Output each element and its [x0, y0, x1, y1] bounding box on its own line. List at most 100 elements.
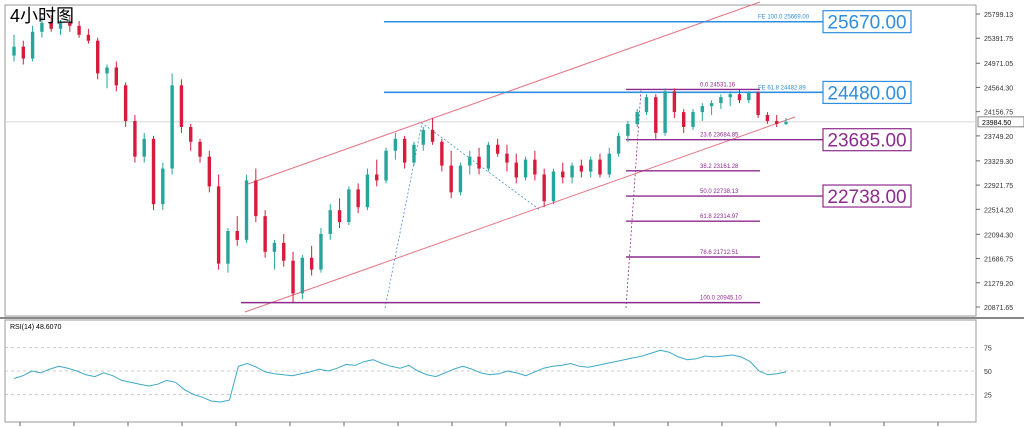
candle-body — [551, 171, 556, 202]
fe-level-label: FE 100.0 25669.00 — [758, 15, 810, 21]
candle-body — [570, 165, 574, 178]
candle-body — [309, 257, 314, 270]
candle-body — [263, 216, 267, 252]
fib-level-label: 61.8 22314.97 — [700, 214, 739, 220]
candle-body — [254, 180, 258, 217]
level-label-text: 22738.00 — [827, 187, 906, 208]
candle-body — [282, 242, 286, 261]
candle-body — [681, 112, 686, 127]
candle-body — [542, 174, 546, 202]
candle-body — [375, 174, 379, 181]
candle-body — [709, 103, 714, 107]
candle-body — [607, 153, 611, 175]
candle-body — [96, 40, 100, 74]
price-tick-label: 24971.05 — [984, 61, 1013, 68]
fib-dotted-line — [625, 89, 642, 309]
candle-body — [319, 233, 323, 270]
candle-body — [561, 171, 565, 178]
candle-body — [337, 210, 342, 223]
candle-body — [226, 230, 230, 264]
price-tick-label: 20871.65 — [984, 305, 1013, 312]
level-label-box — [822, 184, 912, 208]
candle-body — [421, 129, 425, 145]
candle-body — [300, 257, 305, 294]
channel-lower-line — [244, 116, 796, 313]
candle-body — [123, 85, 128, 121]
rsi-level-label: 75 — [984, 346, 992, 353]
candle-body — [170, 85, 174, 169]
candle-body — [514, 162, 518, 178]
candle-body — [356, 189, 360, 208]
candle-body — [440, 141, 444, 166]
candle-body — [691, 112, 695, 127]
channel-upper-line — [244, 1, 761, 186]
candle-body — [272, 242, 277, 252]
fib-level-label: 0.0 24531.16 — [700, 82, 736, 88]
candle-body — [523, 159, 528, 178]
candle-body — [179, 85, 184, 127]
candle-body — [765, 115, 770, 121]
candle-body — [412, 144, 416, 163]
candle-body — [40, 22, 44, 32]
candle-body — [30, 31, 35, 59]
rsi-line — [13, 349, 787, 403]
candle-body — [495, 144, 500, 154]
candle-body — [58, 22, 63, 29]
swing-dotted-line — [384, 122, 541, 309]
candle-body — [737, 94, 742, 101]
price-tick-label: 23749.20 — [984, 134, 1013, 141]
candle-body — [161, 168, 165, 205]
candle-body — [449, 165, 453, 193]
price-tick-label: 23329.30 — [984, 159, 1013, 166]
candle-body — [328, 210, 332, 234]
rsi-level-label: 25 — [984, 393, 992, 400]
candle-body — [635, 112, 639, 124]
chart-title: 4小时图 — [10, 6, 74, 26]
price-tick-label: 22094.30 — [984, 232, 1013, 239]
level-label-text: 25670.00 — [827, 13, 906, 34]
candle-body — [505, 153, 509, 163]
candle-body — [151, 138, 156, 205]
candle-body — [616, 135, 621, 154]
candle-body — [86, 34, 91, 41]
fib-level-label: 100.0 20945.10 — [700, 296, 742, 302]
candle-body — [430, 129, 435, 142]
candle-body — [700, 106, 704, 113]
candle-body — [114, 67, 119, 86]
price-tick-label: 21686.75 — [984, 257, 1013, 264]
price-tick-label: 25799.13 — [984, 12, 1013, 19]
rsi-label: RSI(14) 48.6070 — [10, 324, 61, 331]
candle-body — [468, 156, 472, 166]
candle-body — [402, 138, 407, 163]
candle-body — [216, 186, 221, 264]
rsi-level-label: 50 — [984, 369, 992, 376]
level-label-box — [822, 10, 912, 34]
level-label-box — [822, 128, 912, 152]
candle-body — [105, 67, 109, 74]
fib-level-label: 38.2 23161.28 — [700, 164, 739, 170]
candle-body — [774, 120, 779, 124]
fib-level-label: 50.0 22738.13 — [700, 189, 739, 195]
price-tick-label: 25391.75 — [984, 36, 1013, 43]
candle-body — [486, 144, 491, 169]
candle-body — [719, 97, 723, 104]
candle-body — [533, 159, 537, 175]
candle-body — [365, 174, 370, 208]
candle-body — [198, 141, 202, 157]
candle-body — [21, 46, 26, 59]
price-tick-label: 21279.20 — [984, 281, 1013, 288]
candle-body — [244, 180, 249, 240]
candle-body — [598, 159, 602, 175]
candle-body — [77, 25, 81, 35]
candle-body — [477, 156, 481, 169]
price-tick-label: 24564.30 — [984, 85, 1013, 92]
candle-body — [207, 156, 212, 187]
level-label-text: 23685.00 — [827, 131, 906, 152]
candle-body — [579, 165, 584, 172]
candle-body — [142, 138, 146, 157]
candle-body — [384, 150, 388, 181]
candle-body — [291, 260, 295, 294]
candle-body — [654, 97, 658, 133]
candle-body — [728, 94, 732, 98]
